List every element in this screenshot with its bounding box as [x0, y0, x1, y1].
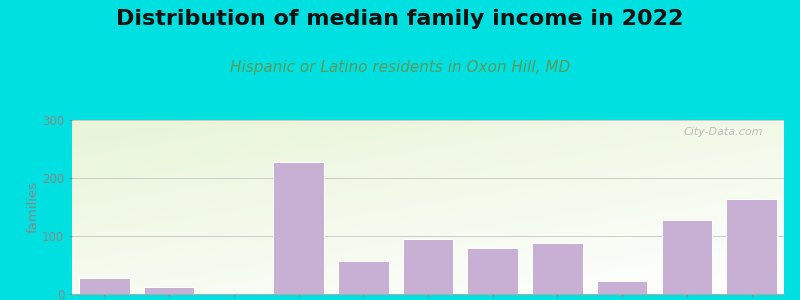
Bar: [144, 287, 194, 294]
Bar: [338, 261, 389, 294]
Text: City-Data.com: City-Data.com: [683, 127, 762, 137]
Bar: [467, 248, 518, 294]
Y-axis label: families: families: [26, 181, 39, 233]
Bar: [662, 220, 712, 294]
Text: Distribution of median family income in 2022: Distribution of median family income in …: [116, 9, 684, 29]
Bar: [402, 239, 454, 294]
Bar: [597, 281, 647, 294]
Bar: [532, 243, 582, 294]
Bar: [274, 162, 324, 294]
Text: Hispanic or Latino residents in Oxon Hill, MD: Hispanic or Latino residents in Oxon Hil…: [230, 60, 570, 75]
Bar: [79, 278, 130, 294]
Bar: [726, 200, 777, 294]
